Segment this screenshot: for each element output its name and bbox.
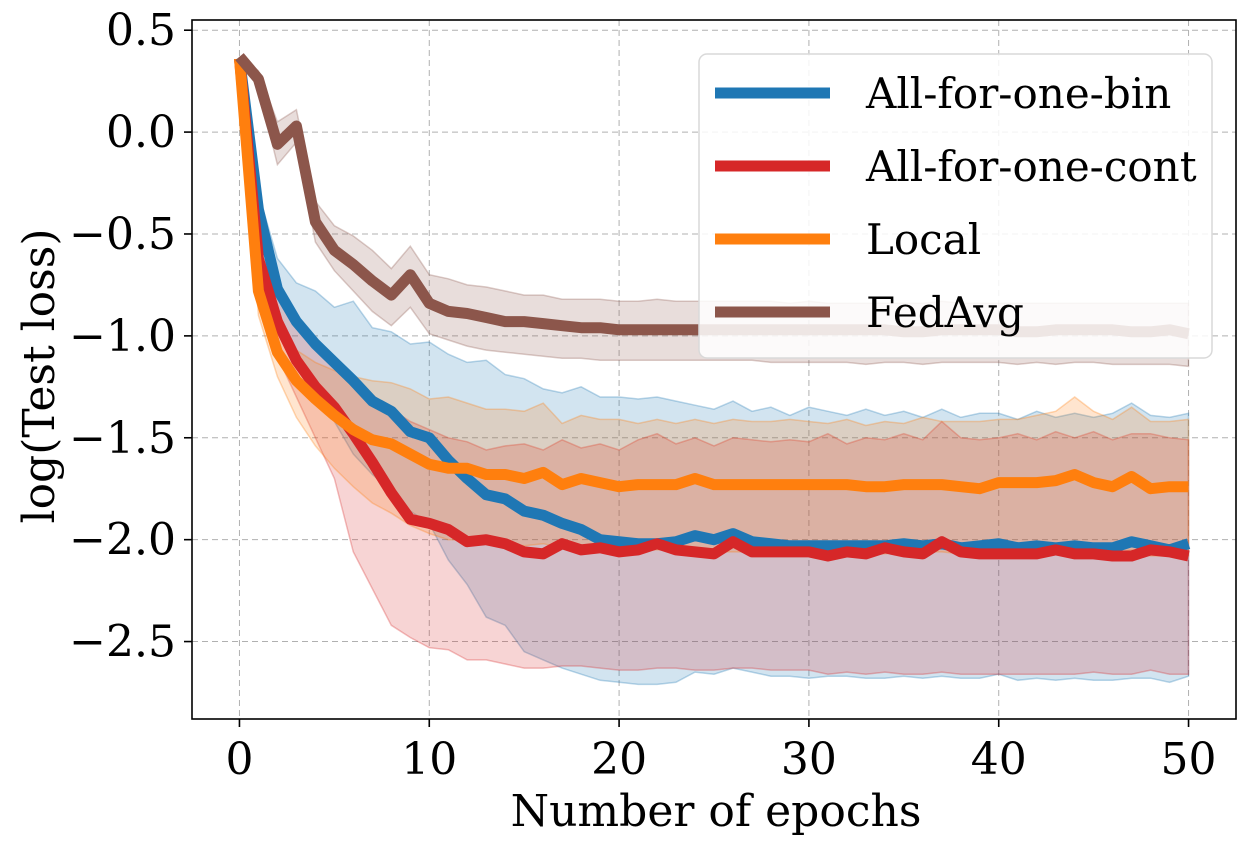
legend: All-for-one-bin All-for-one-cont Local FedA… xyxy=(698,53,1213,359)
plot-frame xyxy=(191,19,1237,720)
x-axis-label: Number of epochs xyxy=(511,786,922,837)
line-local xyxy=(234,58,1189,495)
legend-label-all-for-one-bin: All-for-one-bin xyxy=(865,69,1171,118)
legend-label-local: Local xyxy=(866,215,981,264)
legend-label-all-for-one-cont: All-for-one-cont xyxy=(865,142,1197,191)
y-tick-label: −0.5 xyxy=(69,209,176,260)
x-tick-label: 30 xyxy=(781,734,837,785)
x-tick-label: 10 xyxy=(401,734,457,785)
line-all-for-one-cont xyxy=(234,58,1190,562)
y-axis-label: log(Test loss) xyxy=(14,228,65,523)
y-tick-label: −2.5 xyxy=(69,617,176,668)
legend-box xyxy=(698,53,1213,359)
y-tick-label: 0.0 xyxy=(106,107,176,158)
y-tick-label: −2.0 xyxy=(69,515,176,566)
x-tick-label: 0 xyxy=(225,734,253,785)
y-tick-label: −1.5 xyxy=(69,413,176,464)
x-tick-label: 20 xyxy=(591,734,647,785)
y-tick-label: −1.0 xyxy=(69,311,176,362)
line-all-for-one-bin xyxy=(234,58,1191,556)
band-all-for-one-cont xyxy=(238,58,1190,675)
x-tick-label: 40 xyxy=(971,734,1027,785)
axis-ticks: 0 10 20 30 40 50 0.5 0.0 −0.5 −1.0 −1.5 −2.0 −2.5 xyxy=(69,5,1216,785)
legend-label-fedavg: FedAvg xyxy=(866,288,1024,337)
y-tick-label: 0.5 xyxy=(106,5,176,56)
x-tick-label: 50 xyxy=(1161,734,1217,785)
